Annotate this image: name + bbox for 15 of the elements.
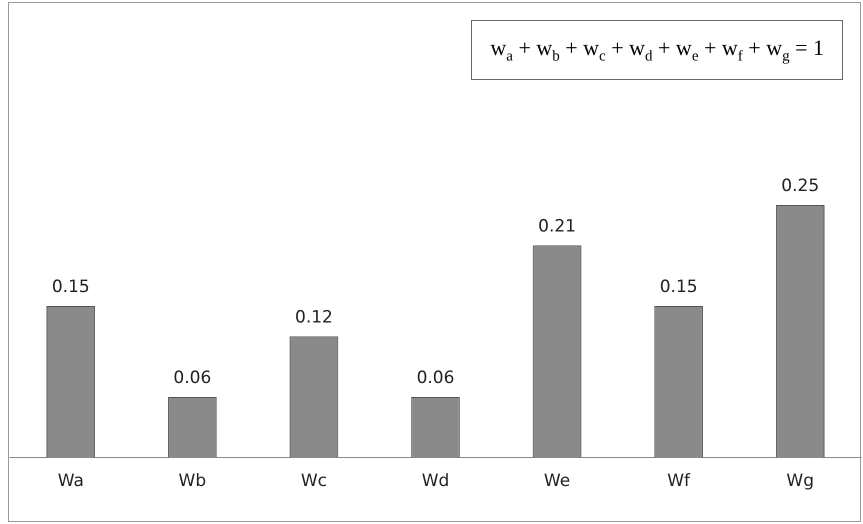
text: w$_{a}$ + w$_{b}$ + w$_{c}$ + w$_{d}$ + w$_{e}$ + w$_{f}$ + w$_{g}$ = 1 [490, 35, 824, 64]
data-label: 0.12 [295, 307, 333, 328]
x-tick-label: Wb [178, 471, 206, 492]
x-tick-label: Wg [786, 471, 814, 492]
x-tick-label: We [544, 471, 570, 492]
data-label: 0.15 [660, 276, 698, 297]
x-tick-label: Wc [300, 471, 328, 492]
data-label: 0.06 [416, 368, 454, 388]
x-tick-label: Wf [667, 471, 692, 492]
data-label: 0.06 [173, 368, 212, 388]
x-tick-label: Wd [422, 471, 450, 492]
data-label: 0.25 [781, 176, 820, 196]
data-label: 0.21 [538, 216, 576, 236]
x-tick-label: Wa [58, 471, 84, 492]
data-label: 0.15 [52, 276, 90, 297]
